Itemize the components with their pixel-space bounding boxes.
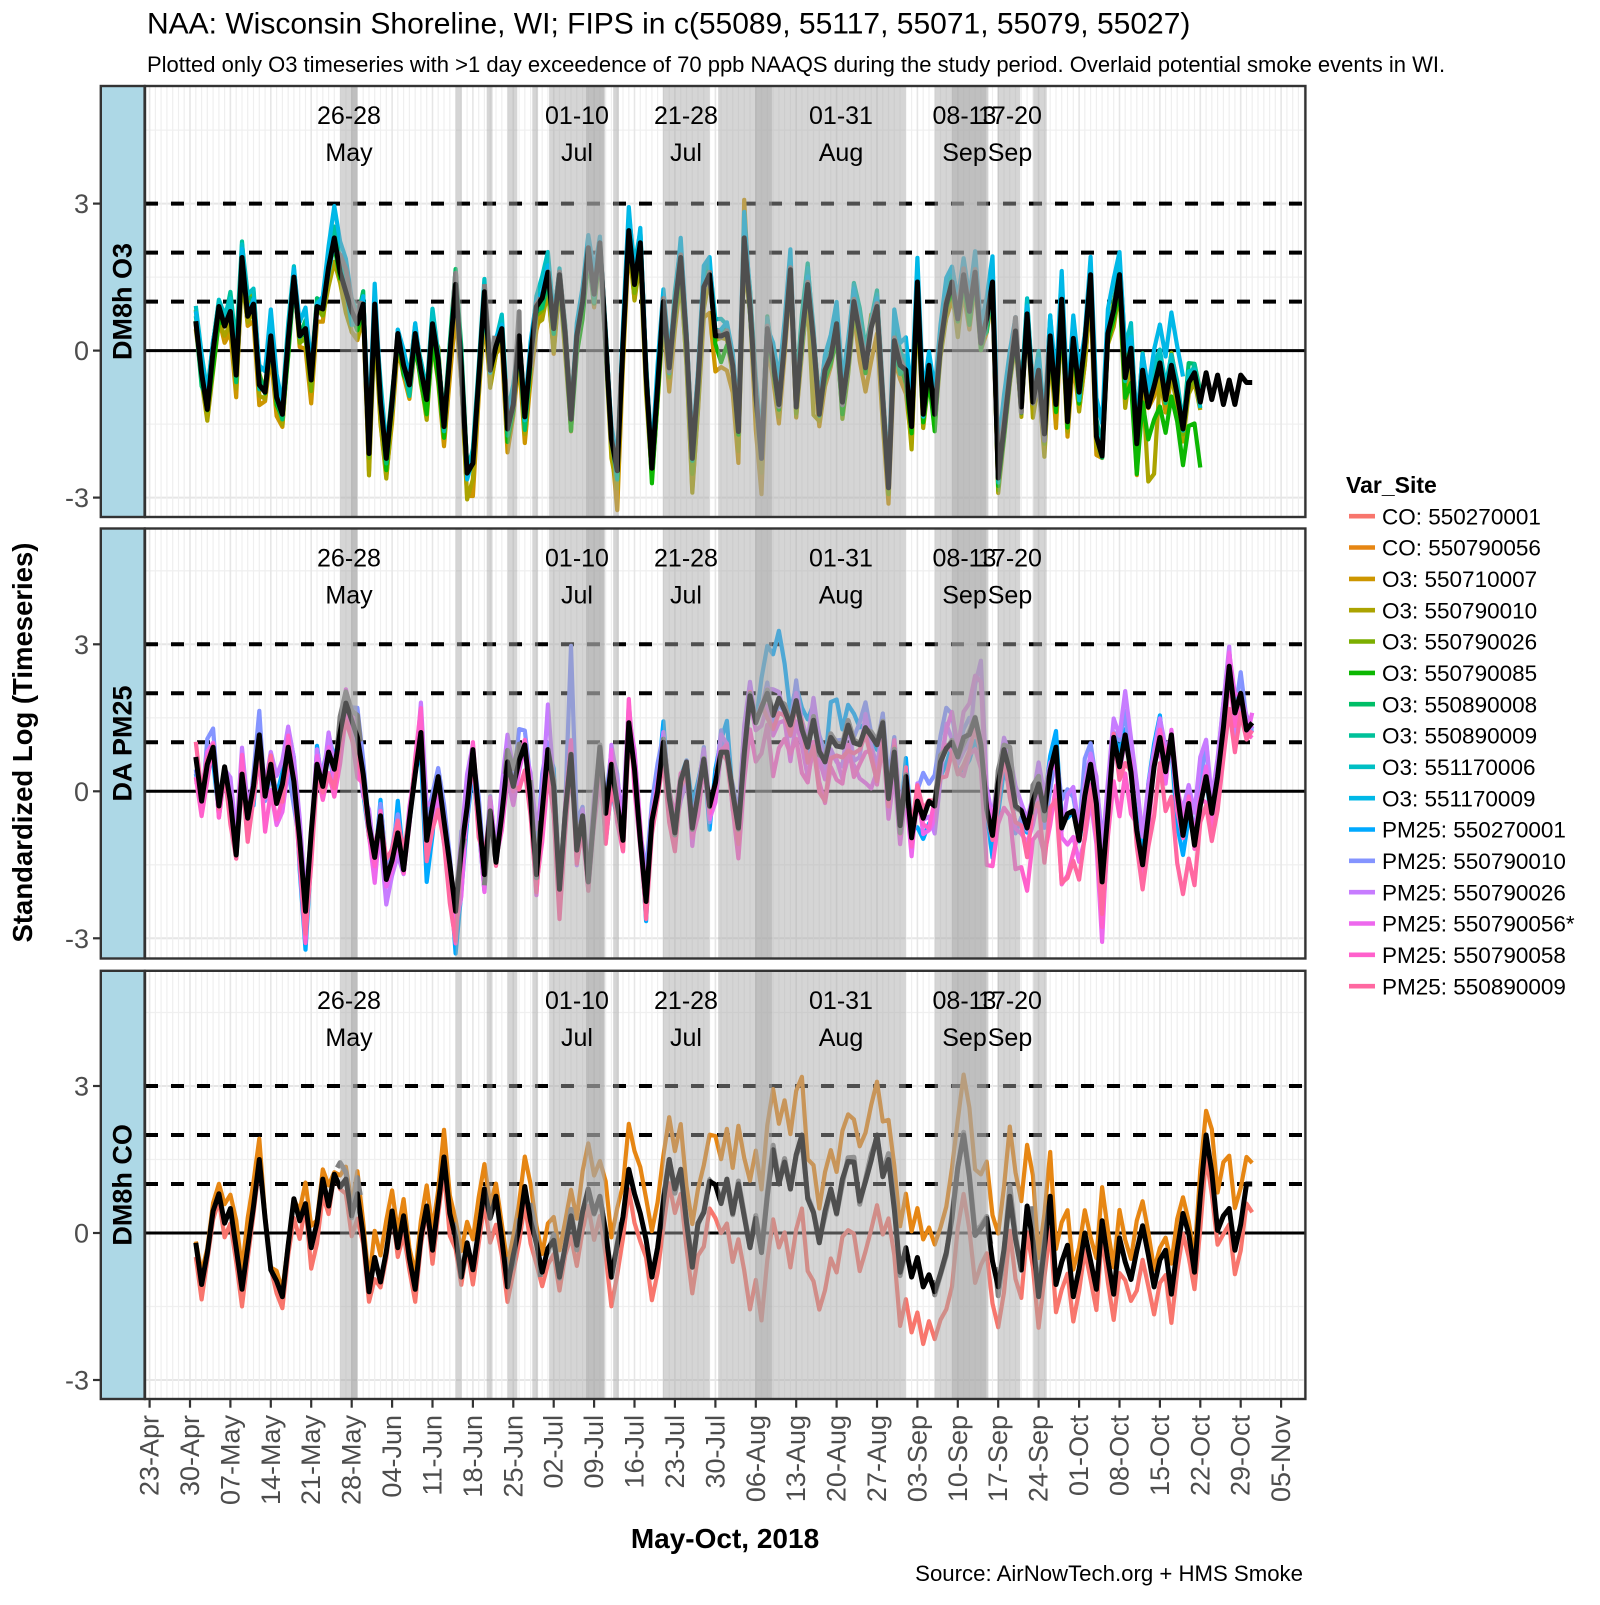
- svg-text:3: 3: [74, 630, 89, 660]
- svg-text:O3: 550790026: O3: 550790026: [1382, 630, 1537, 655]
- svg-text:PM25: 550790056*: PM25: 550790056*: [1382, 912, 1575, 937]
- svg-text:01-31: 01-31: [809, 545, 873, 573]
- svg-text:30-Apr: 30-Apr: [175, 1415, 205, 1496]
- svg-text:3: 3: [74, 189, 89, 219]
- svg-text:02-Jul: 02-Jul: [539, 1415, 569, 1489]
- svg-text:01-10: 01-10: [545, 987, 609, 1015]
- svg-text:09-Jul: 09-Jul: [579, 1415, 609, 1489]
- svg-text:08-Oct: 08-Oct: [1105, 1415, 1135, 1497]
- svg-text:O3: 550790010: O3: 550790010: [1382, 598, 1537, 623]
- svg-text:O3: 550890009: O3: 550890009: [1382, 724, 1537, 749]
- svg-text:01-31: 01-31: [809, 987, 873, 1015]
- svg-text:08-13: 08-13: [933, 545, 997, 573]
- svg-text:21-28: 21-28: [654, 987, 718, 1015]
- svg-text:17-20: 17-20: [978, 987, 1042, 1015]
- svg-text:May: May: [325, 582, 373, 610]
- svg-text:24-Sep: 24-Sep: [1024, 1415, 1054, 1502]
- svg-text:Sep: Sep: [942, 139, 986, 167]
- svg-text:O3: 550710007: O3: 550710007: [1382, 567, 1537, 592]
- svg-text:3: 3: [74, 1072, 89, 1102]
- svg-text:26-28: 26-28: [317, 102, 381, 130]
- svg-text:-3: -3: [65, 1366, 89, 1396]
- svg-text:Aug: Aug: [819, 1024, 863, 1052]
- svg-text:16-Jul: 16-Jul: [620, 1415, 650, 1489]
- svg-text:O3: 550790085: O3: 550790085: [1382, 661, 1537, 686]
- svg-text:Jul: Jul: [670, 582, 702, 610]
- svg-text:06-Aug: 06-Aug: [741, 1415, 771, 1502]
- svg-text:May: May: [325, 139, 373, 167]
- svg-text:22-Oct: 22-Oct: [1185, 1415, 1215, 1497]
- svg-text:O3: 551170009: O3: 551170009: [1382, 786, 1535, 811]
- svg-text:Jul: Jul: [561, 139, 593, 167]
- svg-text:27-Aug: 27-Aug: [862, 1415, 892, 1502]
- svg-text:-3: -3: [65, 924, 89, 954]
- svg-text:Plotted only O3 timeseries wit: Plotted only O3 timeseries with >1 day e…: [147, 52, 1445, 77]
- svg-text:01-10: 01-10: [545, 102, 609, 130]
- svg-text:Jul: Jul: [670, 139, 702, 167]
- svg-text:Jul: Jul: [561, 582, 593, 610]
- svg-text:21-28: 21-28: [654, 102, 718, 130]
- svg-text:03-Sep: 03-Sep: [902, 1415, 932, 1502]
- svg-text:Source: AirNowTech.org + HMS S: Source: AirNowTech.org + HMS Smoke: [915, 1561, 1303, 1586]
- svg-text:18-Jun: 18-Jun: [458, 1415, 488, 1498]
- svg-text:26-28: 26-28: [317, 545, 381, 573]
- svg-text:01-31: 01-31: [809, 102, 873, 130]
- svg-text:17-20: 17-20: [978, 545, 1042, 573]
- svg-text:Jul: Jul: [561, 1024, 593, 1052]
- svg-text:Aug: Aug: [819, 582, 863, 610]
- svg-text:PM25: 550270001: PM25: 550270001: [1382, 818, 1566, 843]
- svg-text:PM25: 550790010: PM25: 550790010: [1382, 849, 1566, 874]
- svg-text:Sep: Sep: [942, 582, 986, 610]
- svg-text:10-Sep: 10-Sep: [943, 1415, 973, 1502]
- svg-text:PM25: 550790026: PM25: 550790026: [1382, 880, 1566, 905]
- svg-text:O3: 550890008: O3: 550890008: [1382, 692, 1537, 717]
- svg-text:DM8h O3: DM8h O3: [108, 243, 138, 360]
- svg-text:30-Jul: 30-Jul: [700, 1415, 730, 1489]
- svg-text:Sep: Sep: [942, 1024, 986, 1052]
- svg-text:O3: 551170006: O3: 551170006: [1382, 755, 1535, 780]
- svg-text:14-May: 14-May: [256, 1415, 286, 1506]
- svg-text:DA PM25: DA PM25: [108, 685, 138, 801]
- svg-text:21-May: 21-May: [296, 1415, 326, 1506]
- svg-text:21-28: 21-28: [654, 545, 718, 573]
- svg-text:Aug: Aug: [819, 139, 863, 167]
- svg-text:13-Aug: 13-Aug: [781, 1415, 811, 1502]
- svg-text:May-Oct, 2018: May-Oct, 2018: [631, 1523, 819, 1554]
- svg-text:-3: -3: [65, 483, 89, 513]
- svg-text:04-Jun: 04-Jun: [377, 1415, 407, 1498]
- svg-text:PM25: 550790058: PM25: 550790058: [1382, 943, 1566, 968]
- svg-text:Standardized Log (Timeseries): Standardized Log (Timeseries): [7, 543, 38, 943]
- svg-text:PM25: 550890009: PM25: 550890009: [1382, 974, 1566, 999]
- svg-text:Sep: Sep: [988, 139, 1032, 167]
- svg-text:01-Oct: 01-Oct: [1064, 1415, 1094, 1497]
- svg-text:15-Oct: 15-Oct: [1145, 1415, 1175, 1497]
- svg-text:07-May: 07-May: [215, 1415, 245, 1506]
- svg-text:11-Jun: 11-Jun: [418, 1415, 448, 1496]
- svg-text:29-Oct: 29-Oct: [1226, 1415, 1256, 1497]
- svg-text:20-Aug: 20-Aug: [822, 1415, 852, 1502]
- svg-text:23-Jul: 23-Jul: [660, 1415, 690, 1489]
- svg-text:23-Apr: 23-Apr: [135, 1415, 165, 1496]
- svg-text:26-28: 26-28: [317, 987, 381, 1015]
- svg-text:0: 0: [74, 336, 89, 366]
- svg-text:05-Nov: 05-Nov: [1266, 1415, 1296, 1503]
- svg-text:28-May: 28-May: [337, 1415, 367, 1506]
- svg-text:0: 0: [74, 1219, 89, 1249]
- svg-text:08-13: 08-13: [933, 102, 997, 130]
- svg-text:CO: 550790056: CO: 550790056: [1382, 536, 1541, 561]
- svg-text:17-Sep: 17-Sep: [983, 1415, 1013, 1502]
- svg-text:Sep: Sep: [988, 582, 1032, 610]
- svg-text:01-10: 01-10: [545, 545, 609, 573]
- svg-text:17-20: 17-20: [978, 102, 1042, 130]
- svg-text:Var_Site: Var_Site: [1346, 472, 1437, 498]
- svg-text:DM8h CO: DM8h CO: [108, 1124, 138, 1246]
- svg-text:25-Jun: 25-Jun: [498, 1415, 528, 1498]
- svg-text:Jul: Jul: [670, 1024, 702, 1052]
- svg-text:0: 0: [74, 777, 89, 807]
- svg-text:Sep: Sep: [988, 1024, 1032, 1052]
- svg-text:CO: 550270001: CO: 550270001: [1382, 504, 1541, 529]
- svg-text:May: May: [325, 1024, 373, 1052]
- svg-text:08-13: 08-13: [933, 987, 997, 1015]
- svg-text:NAA: Wisconsin Shoreline, WI;: NAA: Wisconsin Shoreline, WI; FIPS in c(…: [147, 8, 1190, 41]
